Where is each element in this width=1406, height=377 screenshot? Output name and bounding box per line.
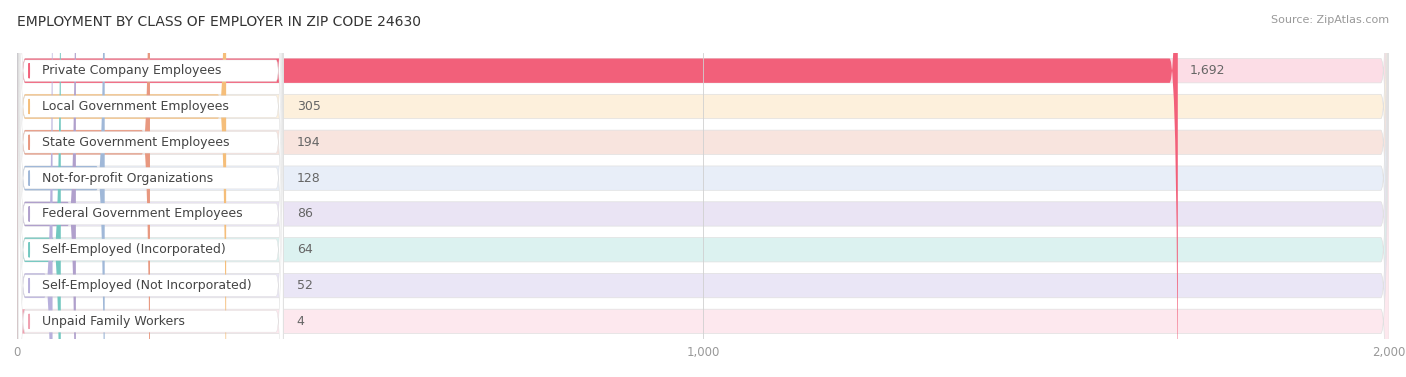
Text: Self-Employed (Incorporated): Self-Employed (Incorporated) [42,243,225,256]
FancyBboxPatch shape [17,0,1389,377]
FancyBboxPatch shape [17,0,1389,377]
Text: State Government Employees: State Government Employees [42,136,229,149]
FancyBboxPatch shape [18,0,283,377]
FancyBboxPatch shape [18,0,283,377]
Text: Self-Employed (Not Incorporated): Self-Employed (Not Incorporated) [42,279,252,292]
FancyBboxPatch shape [18,0,283,377]
FancyBboxPatch shape [18,0,283,377]
FancyBboxPatch shape [17,0,1389,377]
FancyBboxPatch shape [17,0,60,377]
Text: 194: 194 [297,136,321,149]
Text: 128: 128 [297,172,321,185]
FancyBboxPatch shape [17,0,1389,377]
Text: 305: 305 [297,100,321,113]
FancyBboxPatch shape [11,0,25,377]
Text: Private Company Employees: Private Company Employees [42,64,221,77]
FancyBboxPatch shape [18,0,283,377]
FancyBboxPatch shape [17,0,76,377]
Text: 1,692: 1,692 [1189,64,1226,77]
Text: 86: 86 [297,207,312,221]
Text: 64: 64 [297,243,312,256]
FancyBboxPatch shape [18,0,283,377]
FancyBboxPatch shape [17,0,1178,377]
Text: Unpaid Family Workers: Unpaid Family Workers [42,315,184,328]
FancyBboxPatch shape [17,0,1389,377]
Text: Not-for-profit Organizations: Not-for-profit Organizations [42,172,212,185]
Text: 4: 4 [297,315,305,328]
Text: Federal Government Employees: Federal Government Employees [42,207,242,221]
Text: Source: ZipAtlas.com: Source: ZipAtlas.com [1271,15,1389,25]
FancyBboxPatch shape [18,0,283,377]
Text: EMPLOYMENT BY CLASS OF EMPLOYER IN ZIP CODE 24630: EMPLOYMENT BY CLASS OF EMPLOYER IN ZIP C… [17,15,420,29]
FancyBboxPatch shape [18,0,283,377]
FancyBboxPatch shape [17,0,1389,377]
FancyBboxPatch shape [17,0,52,377]
FancyBboxPatch shape [17,0,226,377]
FancyBboxPatch shape [17,0,104,377]
Text: Local Government Employees: Local Government Employees [42,100,228,113]
Text: 52: 52 [297,279,312,292]
FancyBboxPatch shape [17,0,1389,377]
FancyBboxPatch shape [17,0,1389,377]
FancyBboxPatch shape [17,0,150,377]
